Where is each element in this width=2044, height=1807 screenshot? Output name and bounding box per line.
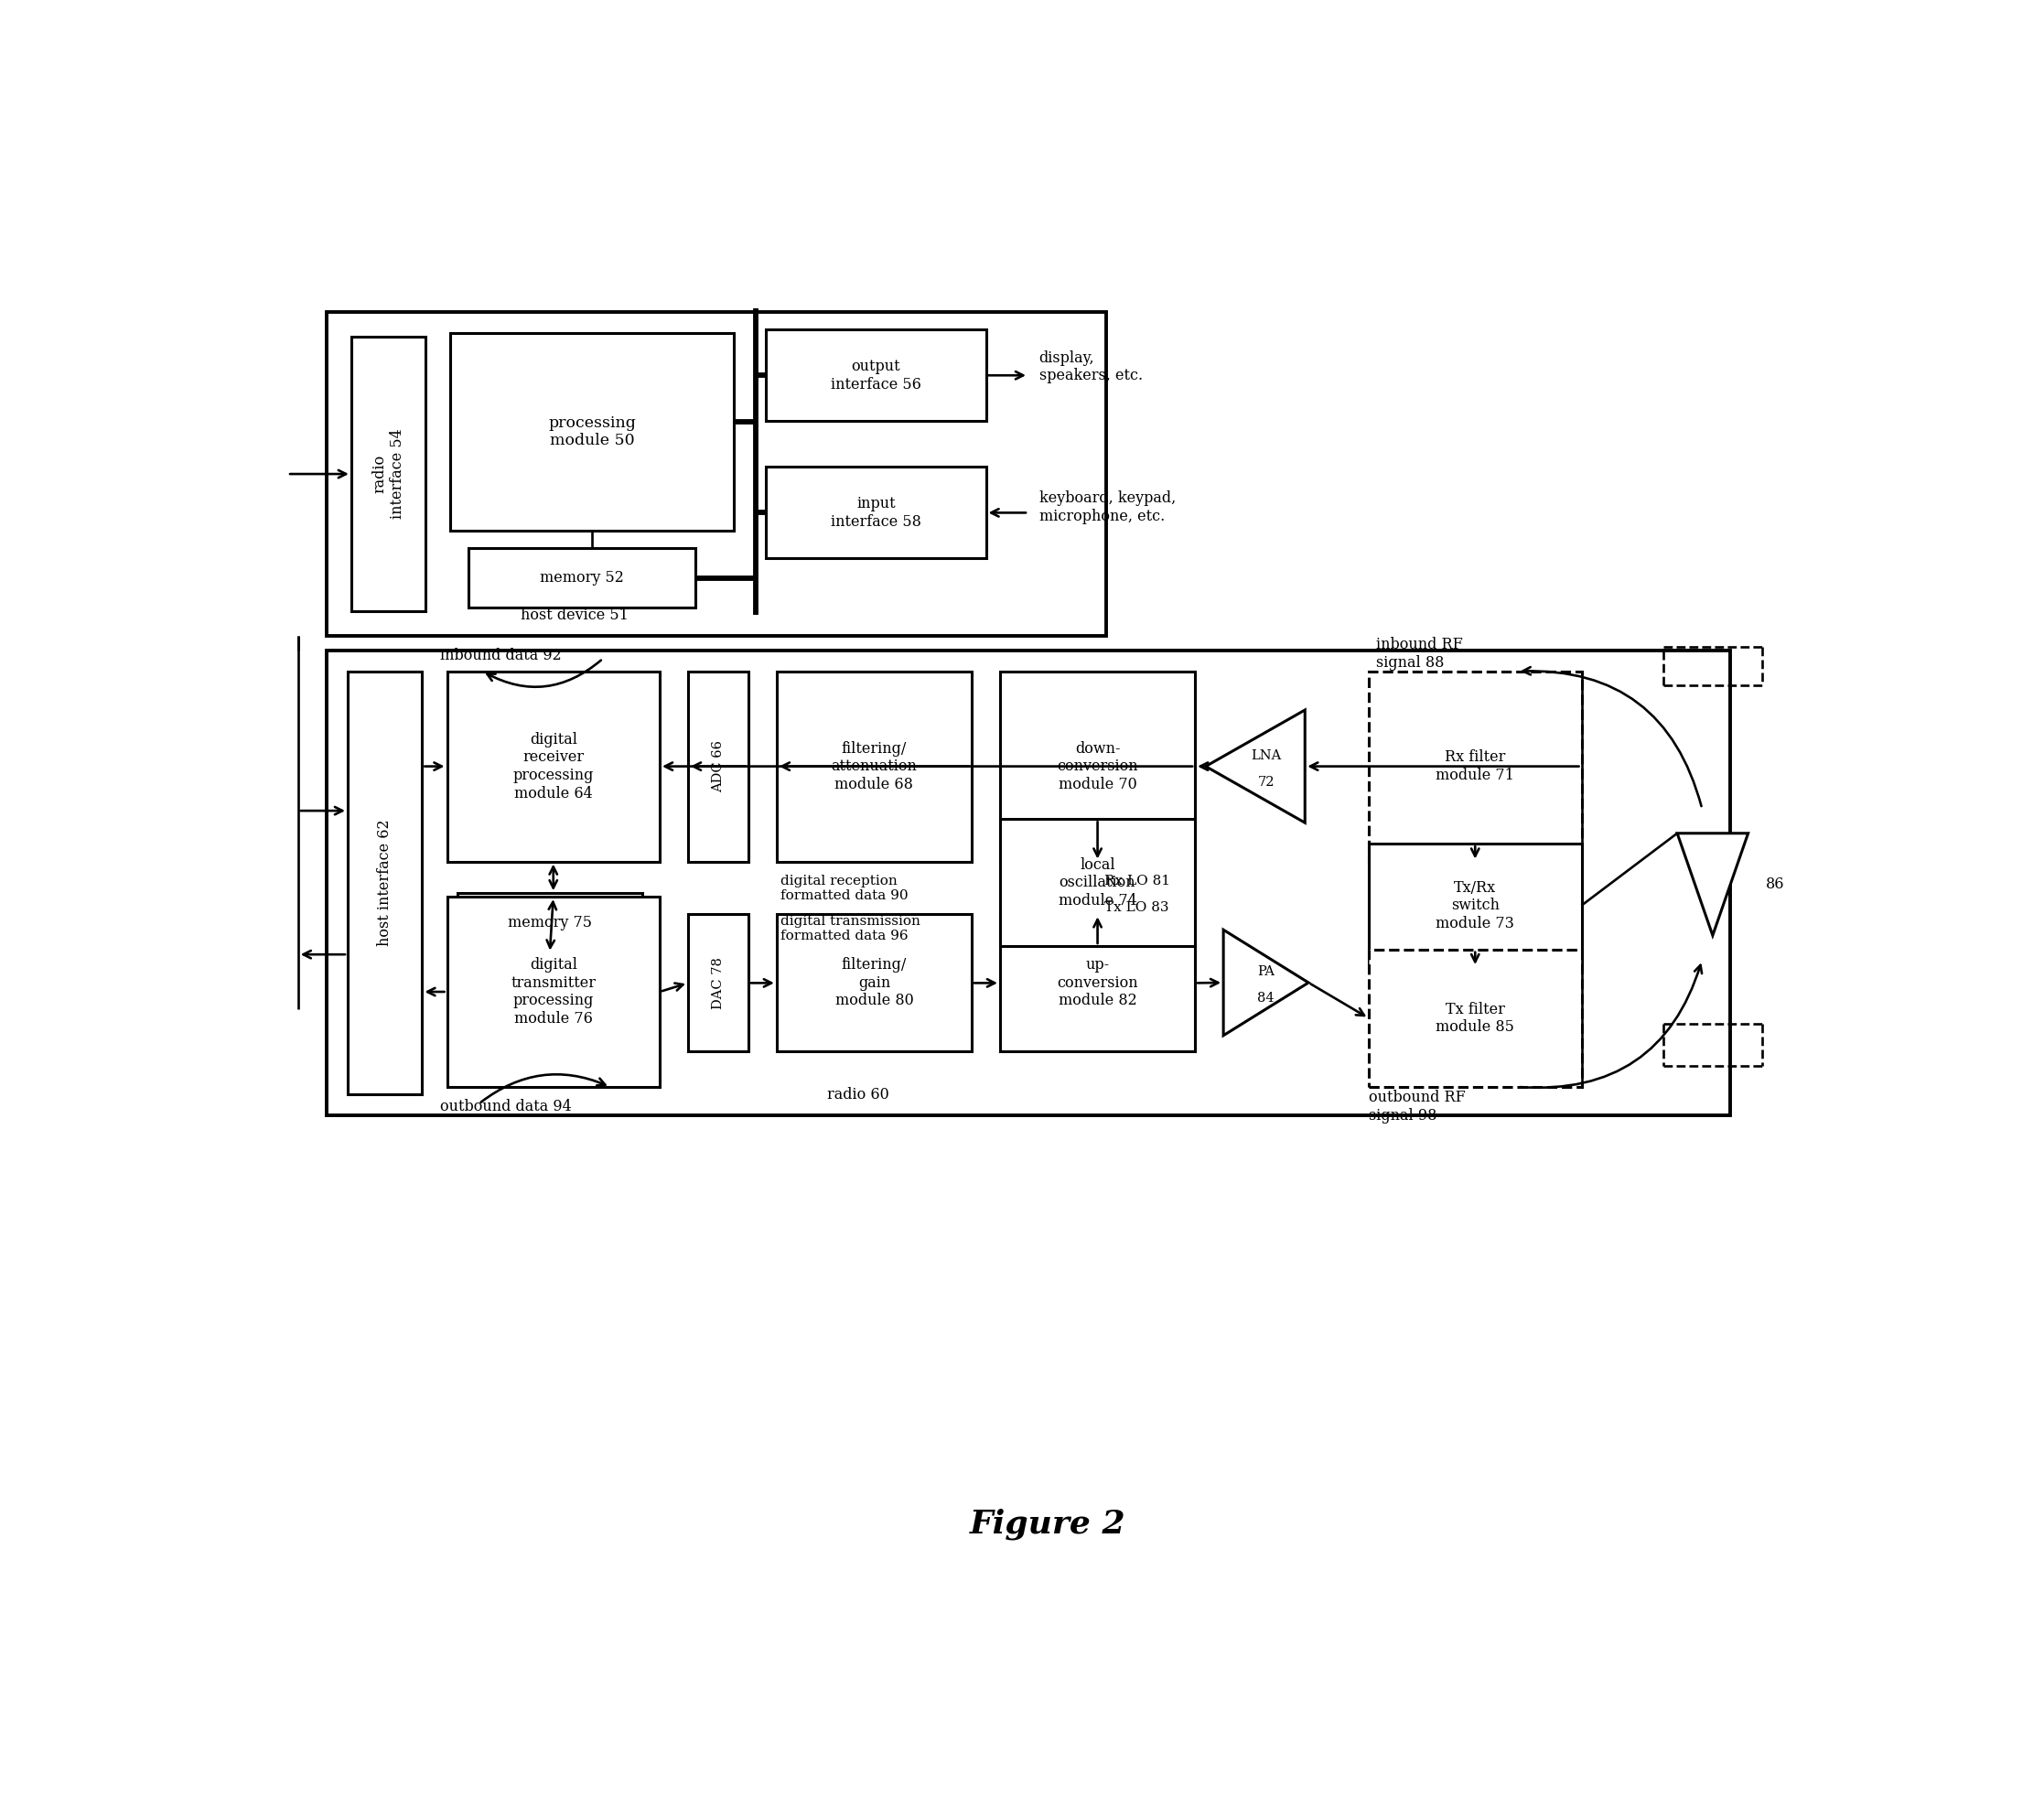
Bar: [689, 914, 748, 1052]
Bar: [327, 651, 1731, 1115]
Bar: [448, 670, 660, 862]
Text: outbound data 94: outbound data 94: [439, 1099, 572, 1115]
Text: host interface 62: host interface 62: [378, 819, 392, 947]
Text: 86: 86: [1766, 876, 1784, 893]
Text: digital reception
formatted data 90: digital reception formatted data 90: [781, 875, 908, 902]
Text: filtering/
gain
module 80: filtering/ gain module 80: [834, 958, 914, 1008]
Text: processing
module 50: processing module 50: [548, 416, 636, 448]
Polygon shape: [1678, 833, 1748, 936]
Bar: [327, 313, 1106, 636]
Text: host device 51: host device 51: [521, 607, 628, 623]
Text: radio 60: radio 60: [828, 1086, 889, 1102]
Text: memory 75: memory 75: [507, 916, 593, 931]
Bar: [766, 466, 985, 558]
Text: DAC 78: DAC 78: [711, 958, 724, 1008]
Text: up-
conversion
module 82: up- conversion module 82: [1057, 958, 1139, 1008]
Text: Tx filter
module 85: Tx filter module 85: [1435, 1001, 1515, 1035]
Bar: [1369, 844, 1582, 967]
Bar: [689, 670, 748, 862]
Text: local
oscillation
module 74: local oscillation module 74: [1059, 857, 1136, 909]
Text: digital
receiver
processing
module 64: digital receiver processing module 64: [513, 732, 593, 801]
Text: keyboard, keypad,
microphone, etc.: keyboard, keypad, microphone, etc.: [1038, 490, 1175, 524]
Text: input
interface 58: input interface 58: [830, 495, 922, 529]
Bar: [1369, 949, 1582, 1086]
Bar: [347, 670, 423, 1093]
Polygon shape: [1206, 710, 1304, 822]
Text: 72: 72: [1257, 775, 1273, 788]
Text: outbound RF
signal 98: outbound RF signal 98: [1369, 1090, 1466, 1124]
Text: digital transmission
formatted data 96: digital transmission formatted data 96: [781, 914, 920, 941]
Text: output
interface 56: output interface 56: [830, 358, 922, 392]
Bar: [1000, 819, 1196, 947]
Text: inbound data 92: inbound data 92: [439, 649, 562, 663]
Bar: [352, 336, 425, 611]
Bar: [777, 670, 971, 862]
Text: Tx LO 83: Tx LO 83: [1104, 902, 1169, 914]
Bar: [766, 329, 985, 421]
Text: display,
speakers, etc.: display, speakers, etc.: [1038, 351, 1143, 383]
Text: ADC 66: ADC 66: [711, 741, 724, 793]
Text: LNA: LNA: [1251, 750, 1282, 763]
Bar: [1000, 914, 1196, 1052]
Polygon shape: [1224, 931, 1308, 1035]
Text: Rx LO 81: Rx LO 81: [1104, 875, 1171, 887]
Bar: [1000, 670, 1196, 862]
Text: PA: PA: [1257, 965, 1275, 978]
Bar: [1369, 670, 1582, 862]
Text: Tx/Rx
switch
module 73: Tx/Rx switch module 73: [1435, 880, 1515, 931]
Text: down-
conversion
module 70: down- conversion module 70: [1057, 741, 1139, 791]
Bar: [777, 914, 971, 1052]
Text: filtering/
attenuation
module 68: filtering/ attenuation module 68: [832, 741, 918, 791]
Bar: [458, 893, 642, 952]
Text: Figure 2: Figure 2: [969, 1507, 1126, 1540]
Bar: [450, 332, 734, 529]
Bar: [448, 896, 660, 1086]
Text: Rx filter
module 71: Rx filter module 71: [1435, 750, 1515, 782]
Text: inbound RF
signal 88: inbound RF signal 88: [1376, 636, 1464, 670]
Text: 84: 84: [1257, 992, 1275, 1005]
Text: memory 52: memory 52: [540, 571, 623, 585]
Text: radio
interface 54: radio interface 54: [372, 428, 405, 519]
Text: digital
transmitter
processing
module 76: digital transmitter processing module 76: [511, 958, 597, 1026]
Bar: [468, 548, 695, 607]
